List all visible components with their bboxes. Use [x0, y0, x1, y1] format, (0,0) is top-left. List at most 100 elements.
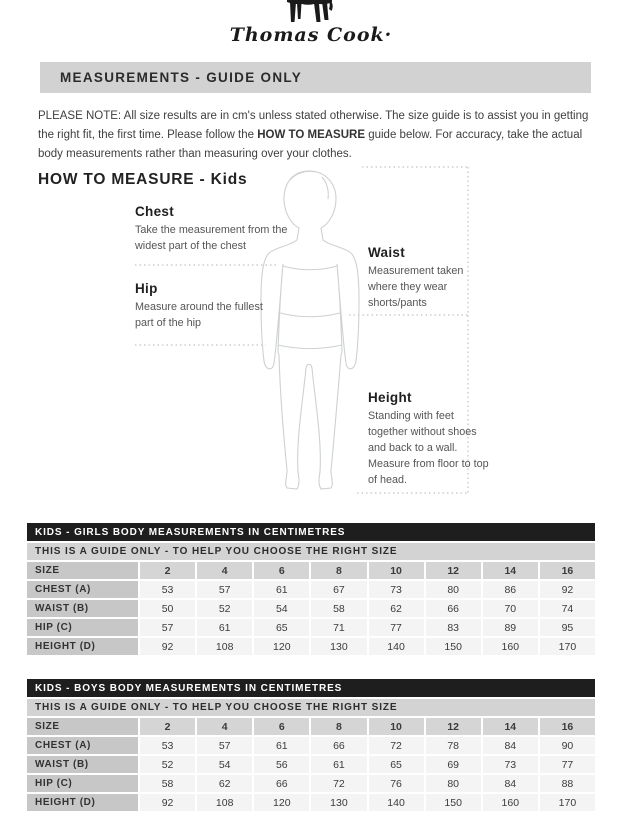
- value-cell: 53: [140, 737, 196, 754]
- boys-table-body: SIZE 2 4 6 8 10 12 14 16 CHEST (A) 53 57 61 66 72 78 84 9…: [27, 718, 595, 811]
- value-cell: 95: [539, 619, 595, 636]
- label-hip: Hip Measure around the fullest part of t…: [135, 281, 280, 331]
- table-row: SIZE 2 4 6 8 10 12 14 16: [27, 718, 595, 735]
- value-cell: 150: [425, 638, 481, 655]
- section-banner: MEASUREMENTS - GUIDE ONLY: [40, 62, 591, 93]
- row-label: HIP (C): [27, 619, 138, 636]
- value-cell: 88: [539, 775, 595, 792]
- value-cell: 61: [311, 756, 367, 773]
- height-description: Standing with feet together without shoe…: [368, 410, 489, 486]
- row-label: WAIST (B): [27, 600, 138, 617]
- value-cell: 58: [140, 775, 196, 792]
- value-cell: 92: [140, 638, 196, 655]
- size-header-cell: 10: [368, 562, 424, 579]
- table-row: HIP (C) 58 62 66 72 76 80 84 88: [27, 775, 595, 792]
- size-header-cell: 8: [311, 562, 367, 579]
- waist-title: Waist: [368, 245, 406, 260]
- value-cell: 160: [482, 794, 538, 811]
- value-cell: 52: [140, 756, 196, 773]
- value-cell: 108: [197, 638, 253, 655]
- value-cell: 150: [425, 794, 481, 811]
- label-waist: Waist Measurement taken where they wear …: [368, 245, 480, 311]
- measurement-diagram: Chest Take the measurement from the wide…: [0, 160, 622, 505]
- height-title: Height: [368, 390, 412, 405]
- girls-table-subtitle: THIS IS A GUIDE ONLY - TO HELP YOU CHOOS…: [27, 543, 595, 560]
- value-cell: 70: [482, 600, 538, 617]
- row-label: CHEST (A): [27, 581, 138, 598]
- value-cell: 78: [425, 737, 481, 754]
- value-cell: 54: [254, 600, 310, 617]
- waist-description: Measurement taken where they wear shorts…: [368, 265, 464, 309]
- hip-title: Hip: [135, 281, 158, 296]
- chest-title: Chest: [135, 204, 175, 219]
- value-cell: 90: [539, 737, 595, 754]
- size-header-cell: 8: [311, 718, 367, 735]
- brand-name: Thomas Cook·: [229, 24, 393, 46]
- value-cell: 62: [368, 600, 424, 617]
- value-cell: 57: [140, 619, 196, 636]
- table-row: HIP (C) 57 61 65 71 77 83 89 95: [27, 619, 595, 636]
- value-cell: 76: [368, 775, 424, 792]
- value-cell: 140: [368, 638, 424, 655]
- table-row: CHEST (A) 53 57 61 67 73 80 86 92: [27, 581, 595, 598]
- size-header-cell: 12: [425, 562, 481, 579]
- value-cell: 86: [482, 581, 538, 598]
- value-cell: 120: [254, 794, 310, 811]
- please-note-text: PLEASE NOTE: All size results are in cm'…: [38, 110, 589, 160]
- value-cell: 120: [254, 638, 310, 655]
- value-cell: 67: [311, 581, 367, 598]
- size-header-cell: 2: [140, 562, 196, 579]
- row-label: WAIST (B): [27, 756, 138, 773]
- value-cell: 92: [539, 581, 595, 598]
- girls-measurements-table: KIDS - GIRLS BODY MEASUREMENTS IN CENTIM…: [27, 523, 595, 657]
- value-cell: 69: [425, 756, 481, 773]
- table-row: SIZE 2 4 6 8 10 12 14 16: [27, 562, 595, 579]
- value-cell: 73: [368, 581, 424, 598]
- size-header-cell: 10: [368, 718, 424, 735]
- value-cell: 80: [425, 581, 481, 598]
- row-label: SIZE: [27, 562, 138, 579]
- table-row: HEIGHT (D) 92 108 120 130 140 150 160 170: [27, 638, 595, 655]
- size-header-cell: 14: [482, 718, 538, 735]
- size-header-cell: 6: [254, 562, 310, 579]
- value-cell: 77: [368, 619, 424, 636]
- value-cell: 56: [254, 756, 310, 773]
- value-cell: 66: [311, 737, 367, 754]
- boys-table-subtitle: THIS IS A GUIDE ONLY - TO HELP YOU CHOOS…: [27, 699, 595, 716]
- boys-table-title: KIDS - BOYS BODY MEASUREMENTS IN CENTIME…: [27, 679, 595, 697]
- row-label: HEIGHT (D): [27, 638, 138, 655]
- kid-figure-illustration: [135, 166, 469, 494]
- value-cell: 73: [482, 756, 538, 773]
- value-cell: 74: [539, 600, 595, 617]
- value-cell: 170: [539, 638, 595, 655]
- size-header-cell: 2: [140, 718, 196, 735]
- girls-table-body: SIZE 2 4 6 8 10 12 14 16 CHEST (A) 53 57 61 67 73 80 86 9…: [27, 562, 595, 655]
- value-cell: 84: [482, 737, 538, 754]
- table-row: WAIST (B) 50 52 54 58 62 66 70 74: [27, 600, 595, 617]
- horse-icon: [287, 0, 333, 22]
- row-label: HEIGHT (D): [27, 794, 138, 811]
- boys-measurements-table: KIDS - BOYS BODY MEASUREMENTS IN CENTIME…: [27, 679, 595, 813]
- hip-description: Measure around the fullest part of the h…: [135, 301, 263, 329]
- value-cell: 61: [197, 619, 253, 636]
- size-header-cell: 6: [254, 718, 310, 735]
- row-label: SIZE: [27, 718, 138, 735]
- value-cell: 89: [482, 619, 538, 636]
- chest-description: Take the measurement from the widest par…: [135, 224, 288, 252]
- row-label: HIP (C): [27, 775, 138, 792]
- table-row: WAIST (B) 52 54 56 61 65 69 73 77: [27, 756, 595, 773]
- size-header-cell: 4: [197, 718, 253, 735]
- size-header-cell: 16: [539, 718, 595, 735]
- value-cell: 57: [197, 737, 253, 754]
- value-cell: 80: [425, 775, 481, 792]
- value-cell: 77: [539, 756, 595, 773]
- page-title: MEASUREMENTS - GUIDE ONLY: [60, 70, 303, 85]
- value-cell: 52: [197, 600, 253, 617]
- value-cell: 62: [197, 775, 253, 792]
- brand-logo: Thomas Cook·: [0, 0, 622, 46]
- how-to-measure-heading: HOW TO MEASURE - Kids: [38, 171, 248, 188]
- value-cell: 170: [539, 794, 595, 811]
- value-cell: 58: [311, 600, 367, 617]
- value-cell: 130: [311, 794, 367, 811]
- value-cell: 61: [254, 737, 310, 754]
